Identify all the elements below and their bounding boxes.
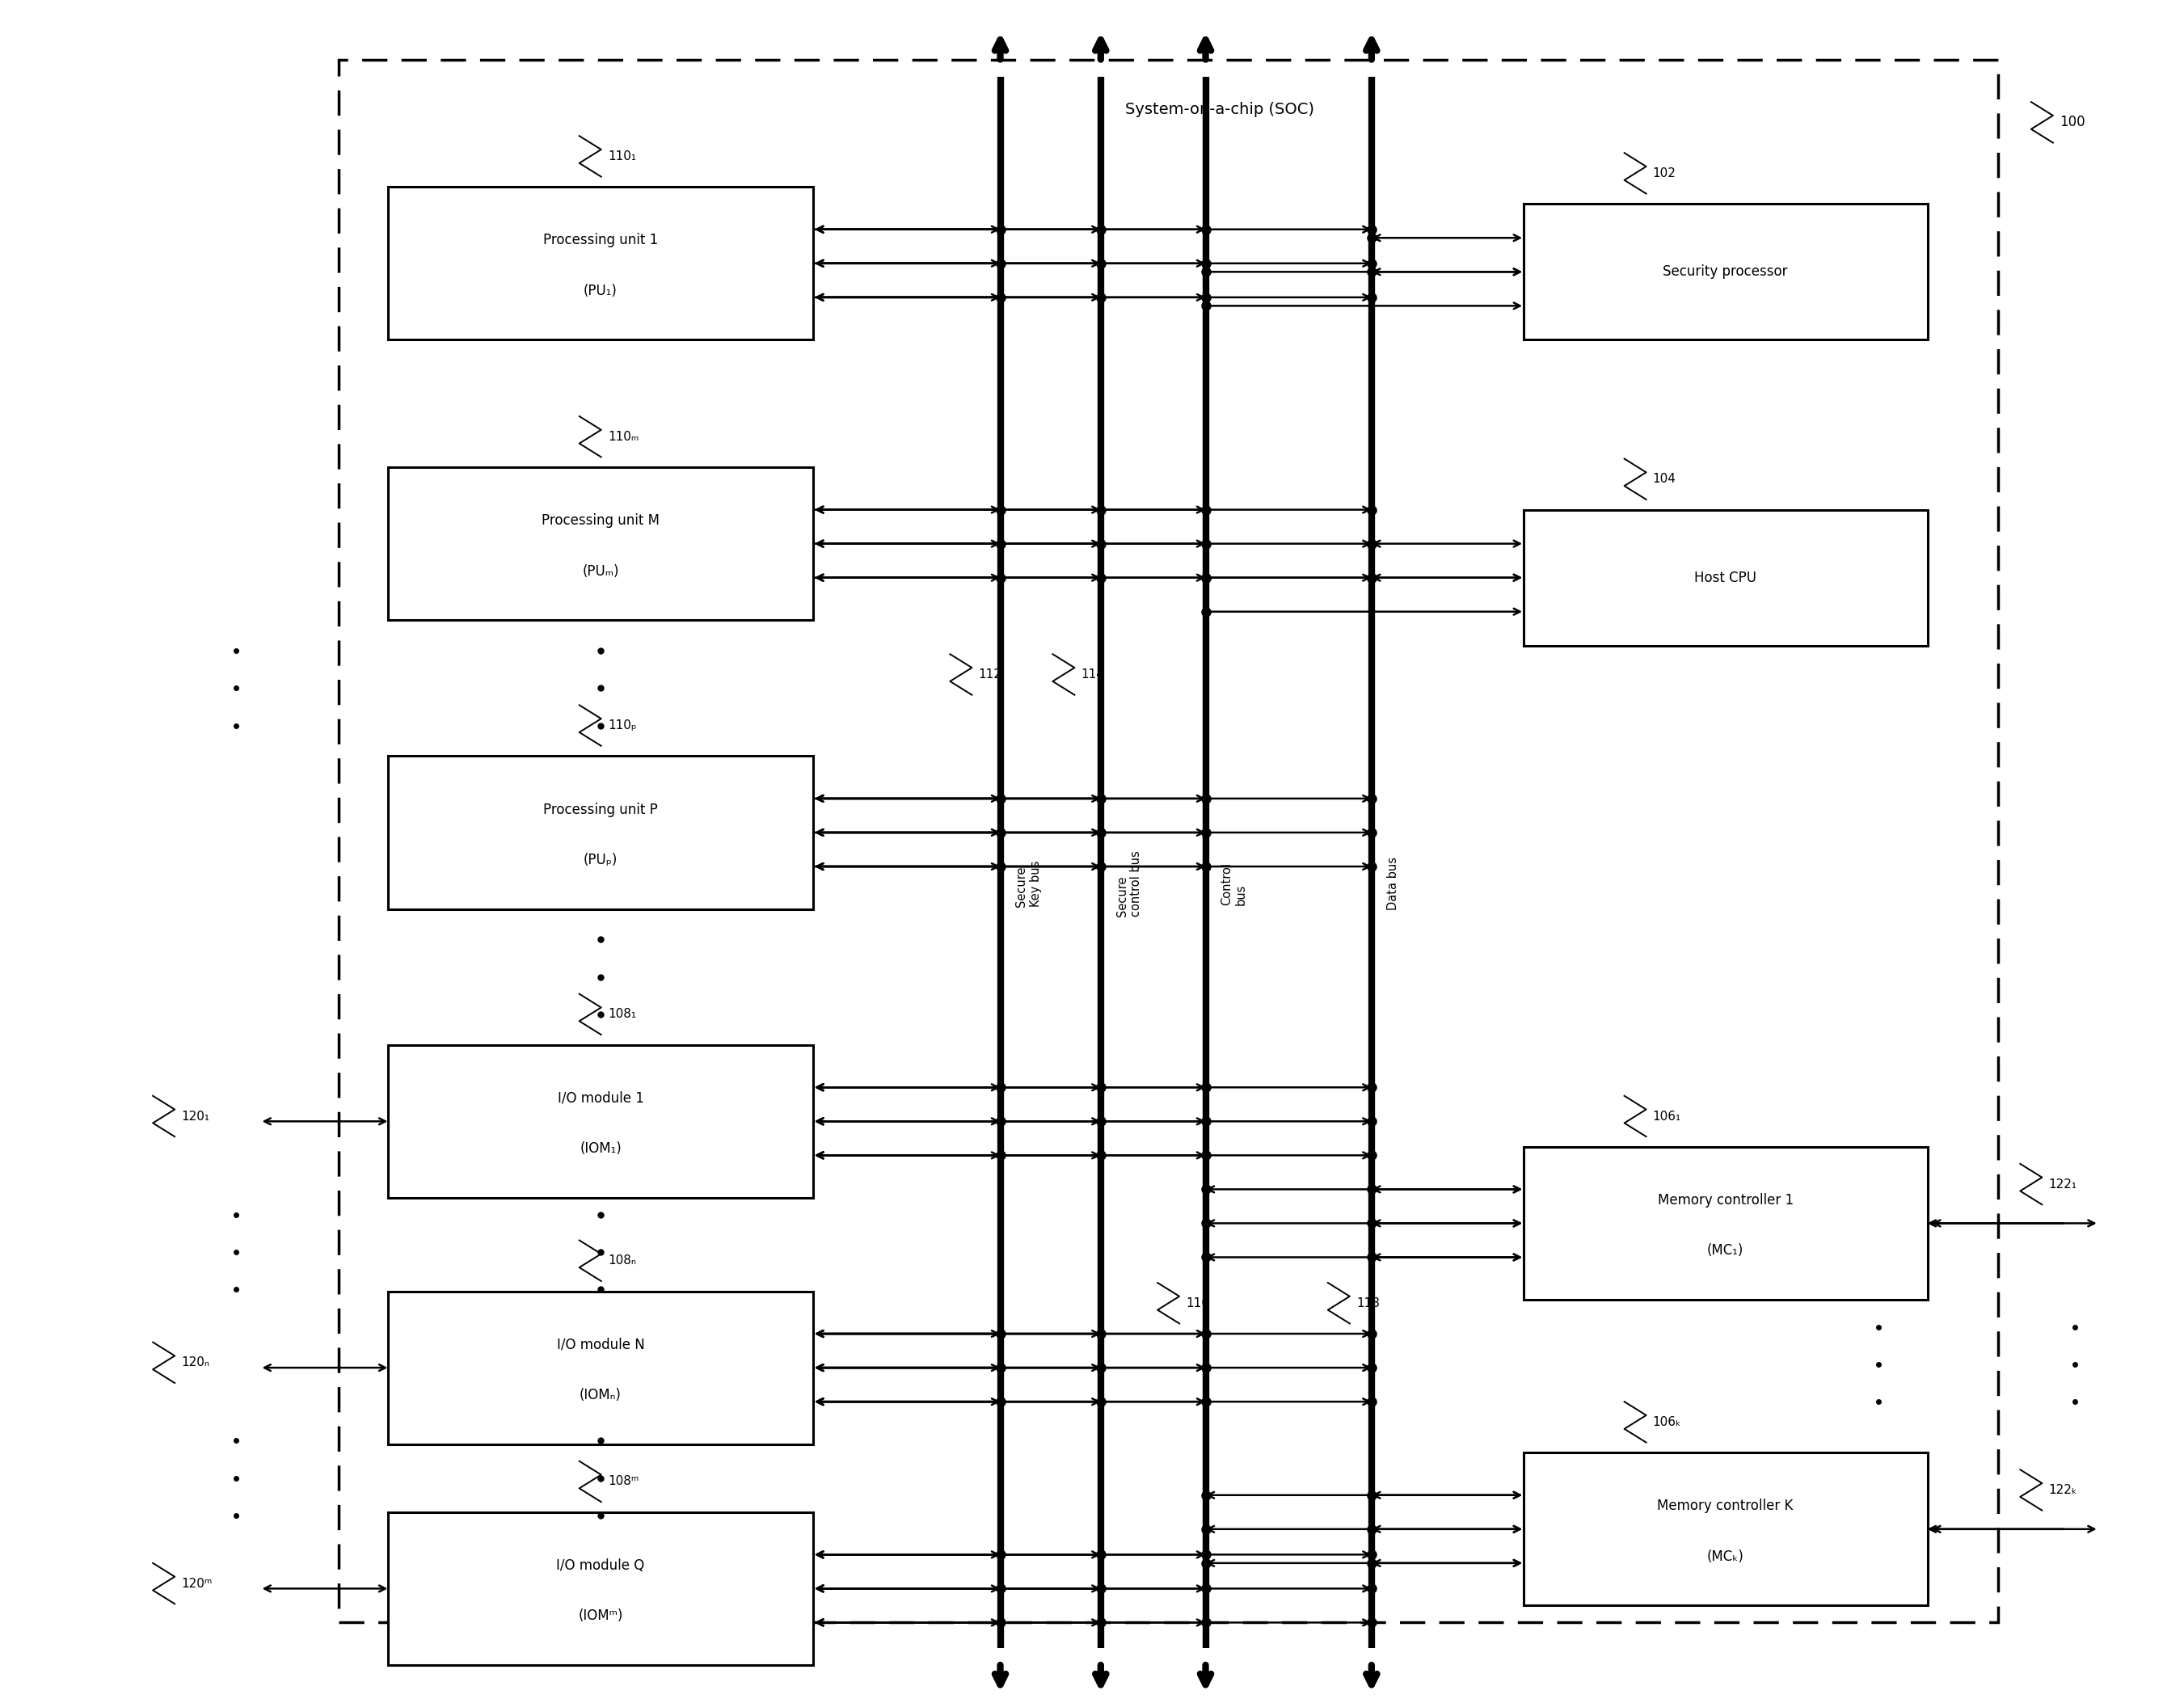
Text: 108ᵐ: 108ᵐ: [607, 1475, 638, 1488]
Text: System-on-a-chip (SOC): System-on-a-chip (SOC): [1125, 102, 1315, 117]
Text: (MCₖ): (MCₖ): [1708, 1549, 1743, 1563]
Text: 120ₙ: 120ₙ: [181, 1356, 210, 1369]
Text: I/O module 1: I/O module 1: [557, 1091, 644, 1106]
Text: 108₁: 108₁: [607, 1008, 636, 1021]
Text: 110ₚ: 110ₚ: [607, 719, 636, 732]
Text: (IOMₙ): (IOMₙ): [579, 1388, 622, 1402]
Text: (IOM₁): (IOM₁): [579, 1142, 622, 1155]
FancyBboxPatch shape: [1524, 204, 1928, 340]
Text: 114: 114: [1081, 668, 1105, 681]
Text: 106₁: 106₁: [1653, 1109, 1682, 1123]
FancyBboxPatch shape: [1524, 1453, 1928, 1606]
Text: 118: 118: [1356, 1296, 1380, 1310]
Text: Control
bus: Control bus: [1221, 861, 1247, 906]
Text: (IOMᵐ): (IOMᵐ): [579, 1609, 622, 1623]
Text: 104: 104: [1653, 472, 1675, 486]
Text: Memory controller 1: Memory controller 1: [1658, 1193, 1793, 1208]
Text: I/O module Q: I/O module Q: [557, 1558, 644, 1573]
FancyBboxPatch shape: [389, 467, 815, 620]
Text: 120ᵐ: 120ᵐ: [181, 1577, 212, 1590]
Text: Memory controller K: Memory controller K: [1658, 1499, 1793, 1514]
Text: Security processor: Security processor: [1662, 265, 1789, 279]
Text: 110ₘ: 110ₘ: [607, 430, 638, 443]
Text: 122₁: 122₁: [2049, 1177, 2077, 1191]
FancyBboxPatch shape: [1524, 1147, 1928, 1300]
Text: Secure
Key bus: Secure Key bus: [1016, 860, 1042, 907]
Text: Processing unit P: Processing unit P: [544, 802, 657, 817]
Text: 122ₖ: 122ₖ: [2049, 1483, 2077, 1497]
Text: 112: 112: [978, 668, 1002, 681]
FancyBboxPatch shape: [389, 1512, 815, 1665]
Text: 108ₙ: 108ₙ: [607, 1254, 636, 1267]
FancyBboxPatch shape: [1524, 510, 1928, 646]
Text: Secure
control bus: Secure control bus: [1116, 851, 1142, 916]
FancyBboxPatch shape: [389, 187, 815, 340]
FancyBboxPatch shape: [389, 1045, 815, 1198]
Text: (PUₘ): (PUₘ): [583, 564, 618, 578]
Text: I/O module N: I/O module N: [557, 1337, 644, 1352]
Text: 110₁: 110₁: [607, 150, 636, 163]
Text: (MC₁): (MC₁): [1708, 1244, 1743, 1257]
Text: Processing unit M: Processing unit M: [542, 513, 660, 528]
Text: Host CPU: Host CPU: [1695, 571, 1756, 584]
FancyBboxPatch shape: [389, 1291, 815, 1444]
Text: 106ₖ: 106ₖ: [1653, 1415, 1682, 1429]
Text: Processing unit 1: Processing unit 1: [544, 233, 657, 248]
Text: (PUₚ): (PUₚ): [583, 853, 618, 866]
Text: 120₁: 120₁: [181, 1109, 210, 1123]
Text: 100: 100: [2060, 116, 2086, 129]
Text: (PU₁): (PU₁): [583, 284, 618, 297]
Text: 116: 116: [1186, 1296, 1210, 1310]
Text: Data bus: Data bus: [1387, 856, 1400, 911]
FancyBboxPatch shape: [389, 756, 815, 909]
Text: 102: 102: [1653, 167, 1675, 180]
